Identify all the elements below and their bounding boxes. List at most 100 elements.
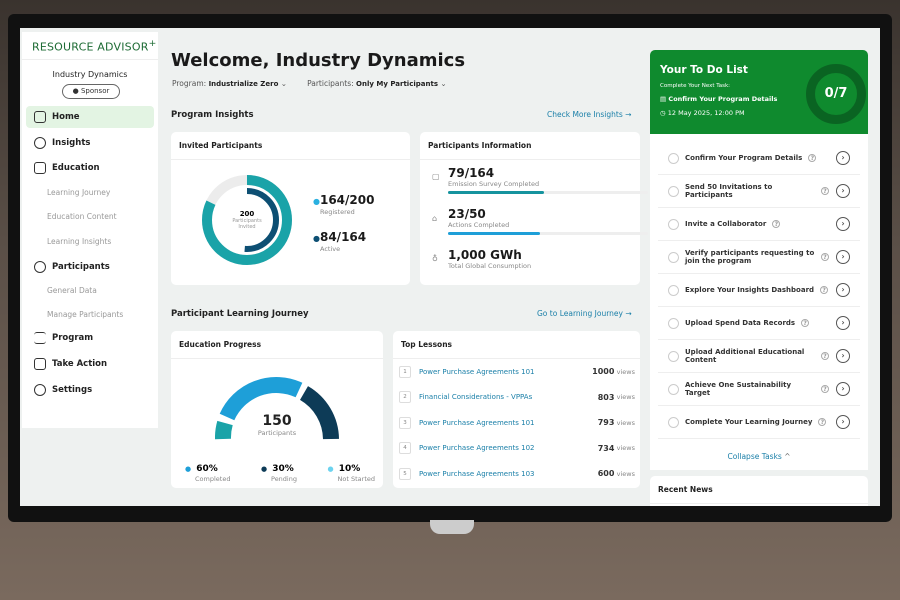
task-checkbox[interactable] — [668, 416, 679, 428]
progress-bar — [448, 232, 648, 235]
role-badge[interactable]: ● Sponsor — [62, 84, 120, 99]
help-icon[interactable]: ? — [808, 154, 817, 162]
legend-not-started: ● 10% Not Started — [328, 456, 375, 483]
lesson-link[interactable]: Power Purchase Agreements 103 — [419, 469, 535, 478]
go-to-learning-journey-link[interactable]: Go to Learning Journey → — [537, 309, 632, 318]
chevron-right-icon[interactable]: › — [836, 184, 850, 198]
due-text: 12 May 2025, 12:00 PM — [667, 109, 745, 117]
task-checkbox[interactable] — [668, 383, 679, 395]
chevron-right-icon[interactable]: › — [836, 382, 850, 396]
task-checkbox[interactable] — [668, 152, 679, 164]
task-checkbox[interactable] — [668, 317, 679, 329]
chevron-right-icon[interactable]: › — [836, 349, 850, 363]
chevron-down-icon: ⌄ — [280, 79, 288, 88]
help-icon[interactable]: ? — [821, 253, 829, 261]
dot: ● — [261, 465, 268, 473]
logo[interactable]: RESOURCE ADVISOR+ — [32, 38, 156, 54]
help-icon[interactable]: ? — [820, 286, 829, 294]
chevron-up-icon: ^ — [784, 452, 791, 461]
collapse-tasks-button[interactable]: Collapse Tasks ^ — [650, 452, 868, 461]
lesson-row: 1 Power Purchase Agreements 101 1000 views — [399, 359, 635, 384]
lesson-link[interactable]: Power Purchase Agreements 101 — [419, 418, 535, 427]
todo-item[interactable]: Complete Your Learning Journey? › — [658, 406, 860, 439]
todo-item[interactable]: Verify participants requesting to join t… — [658, 241, 860, 274]
info-value: 1,000 GWh — [448, 248, 522, 262]
legend-completed: ● 60% Completed — [185, 456, 230, 483]
top-lessons-card: Top Lessons 1 Power Purchase Agreements 1… — [393, 331, 640, 488]
program-filter[interactable]: Program: Industrialize Zero ⌄ — [172, 79, 287, 88]
sidebar-item-home[interactable]: Home — [26, 106, 154, 128]
help-icon[interactable]: ? — [772, 220, 781, 228]
task-label: Invite a Collaborator — [685, 220, 767, 228]
chevron-right-icon[interactable]: › — [836, 151, 850, 165]
legend-label: Pending — [271, 475, 297, 483]
help-icon[interactable]: ? — [821, 352, 829, 360]
todo-item[interactable]: Upload Additional Educational Content? › — [658, 340, 860, 373]
sidebar-sub-general-data[interactable]: General Data — [47, 286, 97, 295]
page-title: Welcome, Industry Dynamics — [171, 50, 466, 71]
people-icon — [34, 261, 46, 273]
sidebar-item-take-action[interactable]: Take Action — [26, 353, 154, 375]
todo-item[interactable]: Invite a Collaborator? › — [658, 208, 860, 241]
sidebar-sub-manage-participants[interactable]: Manage Participants — [47, 310, 124, 319]
donut-center: 200 Participants Invited — [215, 210, 279, 230]
info-label: Actions Completed — [448, 221, 510, 229]
sidebar-item-settings[interactable]: Settings — [26, 379, 154, 401]
chevron-right-icon[interactable]: › — [836, 316, 850, 330]
sidebar-sub-education-content[interactable]: Education Content — [47, 212, 117, 221]
task-checkbox[interactable] — [668, 185, 679, 197]
task-checkbox[interactable] — [668, 218, 679, 230]
next-task-name: Confirm Your Program Details — [668, 95, 778, 103]
todo-item[interactable]: Achieve One Sustainability Target? › — [658, 373, 860, 406]
clipboard-icon: ▤ — [660, 95, 667, 103]
todo-progress-ring: 0/7 — [806, 64, 866, 124]
check-more-insights-link[interactable]: Check More Insights → — [547, 110, 631, 119]
sidebar-item-participants[interactable]: Participants — [26, 256, 154, 278]
help-icon[interactable]: ? — [801, 319, 810, 327]
participants-filter[interactable]: Participants: Only My Participants ⌄ — [307, 79, 447, 88]
registered-arc — [202, 175, 292, 265]
due-date: ◷ 12 May 2025, 12:00 PM — [660, 109, 745, 117]
progress-fill — [448, 191, 544, 194]
chevron-right-icon[interactable]: › — [836, 217, 850, 231]
education-progress-card: Education Progress 150 Participants ● 60… — [171, 331, 383, 488]
help-icon[interactable]: ? — [821, 385, 829, 393]
lesson-link[interactable]: Financial Considerations - VPPAs — [419, 393, 533, 401]
sidebar-sub-learning-journey[interactable]: Learning Journey — [47, 188, 111, 197]
lesson-rank: 3 — [399, 416, 411, 429]
lesson-link[interactable]: Power Purchase Agreements 102 — [419, 444, 535, 452]
sidebar-item-insights[interactable]: Insights — [26, 132, 154, 154]
chevron-right-icon[interactable]: › — [836, 250, 850, 264]
sidebar-item-program[interactable]: Program — [26, 327, 154, 349]
task-checkbox[interactable] — [668, 251, 679, 263]
role-label: Sponsor — [80, 87, 110, 95]
nav-label: Insights — [52, 138, 91, 148]
lesson-link[interactable]: Power Purchase Agreements 101 — [419, 367, 535, 376]
screen: RESOURCE ADVISOR+ Industry Dynamics ● Sp… — [20, 28, 880, 506]
learning-journey-title: Participant Learning Journey — [171, 309, 309, 319]
sidebar-item-education[interactable]: Education — [26, 157, 154, 179]
chevron-right-icon[interactable]: › — [836, 415, 850, 429]
todo-item[interactable]: Explore Your Insights Dashboard? › — [658, 274, 860, 307]
legend-label: Completed — [195, 475, 231, 483]
registered-value: 164/200 — [319, 193, 375, 207]
invited-participants-card: Invited Participants 200 Participants In… — [171, 132, 410, 285]
help-icon[interactable]: ? — [821, 187, 829, 195]
nav-label: Education — [52, 163, 100, 173]
task-label: Achieve One Sustainability Target — [685, 381, 792, 397]
todo-item[interactable]: Upload Spend Data Records? › — [658, 307, 860, 340]
next-task[interactable]: ▤ Confirm Your Program Details — [660, 95, 777, 103]
sidebar-sub-learning-insights[interactable]: Learning Insights — [47, 237, 112, 246]
chevron-right-icon[interactable]: › — [836, 283, 850, 297]
todo-item[interactable]: Confirm Your Program Details? › — [658, 142, 860, 175]
participants-value: Only My Participants — [356, 80, 438, 88]
lesson-rank: 1 — [399, 365, 411, 378]
info-row: 1,000 GWh Total Global Consumption — [448, 248, 531, 270]
registered-stat: ●164/200 Registered — [313, 189, 374, 216]
help-icon[interactable]: ? — [818, 418, 827, 426]
dot: ● — [185, 465, 192, 473]
task-checkbox[interactable] — [668, 284, 679, 296]
todo-item[interactable]: Send 50 Invitations to Participants? › — [658, 175, 860, 208]
lightbulb-icon: ♁ — [432, 254, 438, 263]
task-checkbox[interactable] — [668, 350, 679, 362]
